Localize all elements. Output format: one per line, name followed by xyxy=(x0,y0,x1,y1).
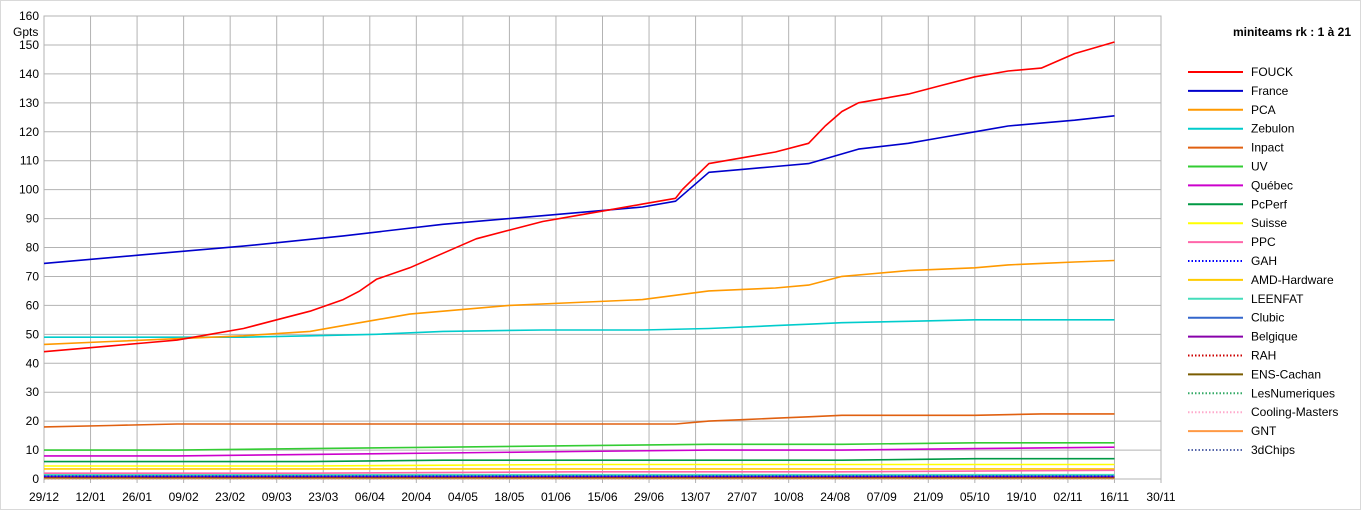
legend-label: Clubic xyxy=(1251,311,1284,325)
x-tick-label: 04/05 xyxy=(448,490,478,504)
legend-label: Zebulon xyxy=(1251,122,1294,136)
y-tick-label: 140 xyxy=(19,67,39,81)
x-tick-label: 23/02 xyxy=(215,490,245,504)
y-tick-label: 40 xyxy=(26,356,40,370)
legend-label: 3dChips xyxy=(1251,443,1295,457)
y-tick-label: 20 xyxy=(26,414,40,428)
legend-label: Belgique xyxy=(1251,330,1298,344)
y-tick-label: 90 xyxy=(26,212,40,226)
y-tick-label: 0 xyxy=(32,472,39,486)
x-tick-label: 16/11 xyxy=(1100,490,1129,504)
x-axis-ticks: 29/12 12/01 26/01 09/02 23/02 09/03 23/03 06/04… xyxy=(29,490,1176,504)
series-line-pcperf xyxy=(44,457,1115,463)
series-line-ppc xyxy=(44,469,1115,475)
x-tick-label: 24/08 xyxy=(820,490,850,504)
y-tick-label: 70 xyxy=(26,269,40,283)
series-line-uv xyxy=(44,441,1115,451)
x-tick-label: 09/02 xyxy=(169,490,199,504)
series-line-france xyxy=(43,115,1115,265)
legend-label: AMD-Hardware xyxy=(1251,273,1334,287)
legend-label: Québec xyxy=(1251,178,1293,192)
x-tick-label: 01/06 xyxy=(541,490,571,504)
x-tick-label: 26/01 xyxy=(122,490,152,504)
legend: FOUCK France PCA Zebulon Inpact UV Québec PcPer… xyxy=(1188,65,1338,457)
legend-label: PcPerf xyxy=(1251,197,1288,211)
y-tick-label: 30 xyxy=(26,385,40,399)
y-tick-label: 110 xyxy=(20,154,39,168)
legend-label: UV xyxy=(1251,160,1268,174)
y-tick-label: 80 xyxy=(26,241,40,255)
series-line-qu-bec xyxy=(44,446,1115,457)
series-line-pca xyxy=(43,259,1115,346)
x-tick-label: 29/12 xyxy=(29,490,59,504)
series-line-inpact xyxy=(43,413,1115,428)
x-tick-label: 13/07 xyxy=(681,490,711,504)
x-tick-label: 23/03 xyxy=(308,490,338,504)
y-tick-label: 100 xyxy=(19,183,39,197)
x-tick-label: 18/05 xyxy=(494,490,524,504)
x-tick-label: 29/06 xyxy=(634,490,664,504)
series-line-suisse xyxy=(44,463,1115,467)
legend-label: GAH xyxy=(1251,254,1277,268)
series-line-zebulon xyxy=(44,318,1115,339)
legend-title: miniteams rk : 1 à 21 xyxy=(1233,25,1351,39)
legend-label: Cooling-Masters xyxy=(1251,405,1338,419)
y-tick-label: 160 xyxy=(19,9,39,23)
y-tick-label: 150 xyxy=(19,38,39,52)
legend-label: RAH xyxy=(1251,349,1276,363)
x-tick-label: 19/10 xyxy=(1006,490,1036,504)
x-tick-label: 07/09 xyxy=(867,490,897,504)
legend-label: PCA xyxy=(1251,103,1276,117)
series-lines xyxy=(43,41,1115,480)
y-tick-label: 130 xyxy=(19,96,39,110)
x-tick-label: 06/04 xyxy=(355,490,385,504)
x-tick-label: 21/09 xyxy=(913,490,943,504)
legend-label: ENS-Cachan xyxy=(1251,367,1321,381)
series-line-fouck xyxy=(43,41,1115,353)
x-tick-label: 02/11 xyxy=(1053,490,1082,504)
y-tick-label: 50 xyxy=(26,327,40,341)
x-tick-label: 10/08 xyxy=(774,490,804,504)
legend-label: France xyxy=(1251,84,1289,98)
legend-label: LEENFAT xyxy=(1251,292,1304,306)
x-tick-label: 12/01 xyxy=(76,490,106,504)
y-axis-label: Gpts xyxy=(13,25,38,39)
y-tick-label: 120 xyxy=(19,125,39,139)
x-tick-label: 20/04 xyxy=(401,490,431,504)
y-tick-label: 60 xyxy=(26,298,40,312)
legend-label: Suisse xyxy=(1251,216,1287,230)
x-tick-label: 15/06 xyxy=(587,490,617,504)
x-tick-label: 30/11 xyxy=(1146,490,1175,504)
x-tick-label: 27/07 xyxy=(727,490,757,504)
legend-label: PPC xyxy=(1251,235,1276,249)
x-tick-label: 09/03 xyxy=(262,490,292,504)
legend-label: FOUCK xyxy=(1251,65,1293,79)
legend-label: Inpact xyxy=(1251,141,1284,155)
y-tick-label: 10 xyxy=(26,443,40,457)
y-axis-ticks: 0 10 20 30 40 50 60 70 80 90 100 110 120 130 140 150 160 xyxy=(19,9,39,486)
x-tick-label: 05/10 xyxy=(960,490,990,504)
legend-label: LesNumeriques xyxy=(1251,386,1335,400)
legend-label: GNT xyxy=(1251,424,1277,438)
